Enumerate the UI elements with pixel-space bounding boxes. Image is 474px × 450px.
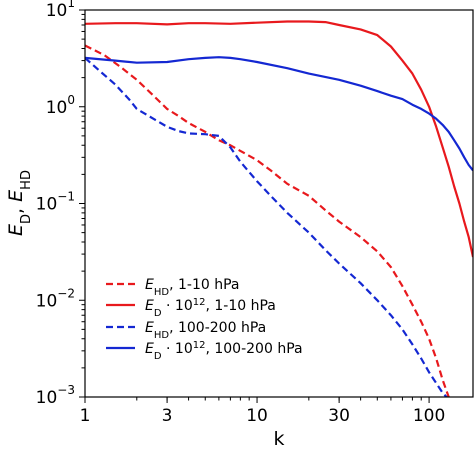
series-line-3 [85, 57, 449, 397]
y-tick-label: 10−2 [36, 286, 75, 311]
legend: EHD, 1-10 hPa ED · 1012, 1-10 hPa EHD, 1… [106, 277, 303, 362]
legend-entry-ed-1-10: ED · 1012, 1-10 hPa [106, 297, 276, 319]
series-line-4 [85, 56, 473, 172]
x-tick-label: 10 [246, 406, 268, 426]
legend-label-ed-1-10: ED · 1012, 1-10 hPa [145, 297, 276, 319]
y-tick-label: 101 [46, 0, 75, 21]
legend-entry-ehd-100-200: EHD, 100-200 hPa [106, 320, 266, 341]
x-tick-label: 100 [413, 406, 445, 426]
legend-label-ehd-100-200: EHD, 100-200 hPa [145, 320, 266, 341]
plot-frame [84, 9, 474, 398]
y-tick-label: 10−1 [36, 190, 75, 215]
series-line-2 [85, 20, 473, 258]
y-tick-label: 100 [46, 93, 75, 118]
x-axis-label: k [273, 428, 284, 450]
legend-entry-ed-100-200: ED · 1012, 100-200 hPa [106, 340, 303, 362]
x-tick-label: 1 [80, 406, 91, 426]
legend-label-ehd-1-10: EHD, 1-10 hPa [145, 277, 239, 298]
legend-entry-ehd-1-10: EHD, 1-10 hPa [106, 277, 239, 298]
y-axis-label: ED, EHD [5, 170, 34, 236]
series-layer [85, 20, 473, 397]
x-tick-label: 30 [328, 406, 350, 426]
legend-label-ed-100-200: ED · 1012, 100-200 hPa [145, 340, 303, 362]
y-tick-label: 10−3 [36, 383, 75, 408]
series-line-1 [85, 44, 450, 397]
x-tick-label: 3 [162, 406, 173, 426]
tick-layer: 1 3 10 30 100 10−3 10−2 10−1 100 101 [36, 0, 446, 426]
